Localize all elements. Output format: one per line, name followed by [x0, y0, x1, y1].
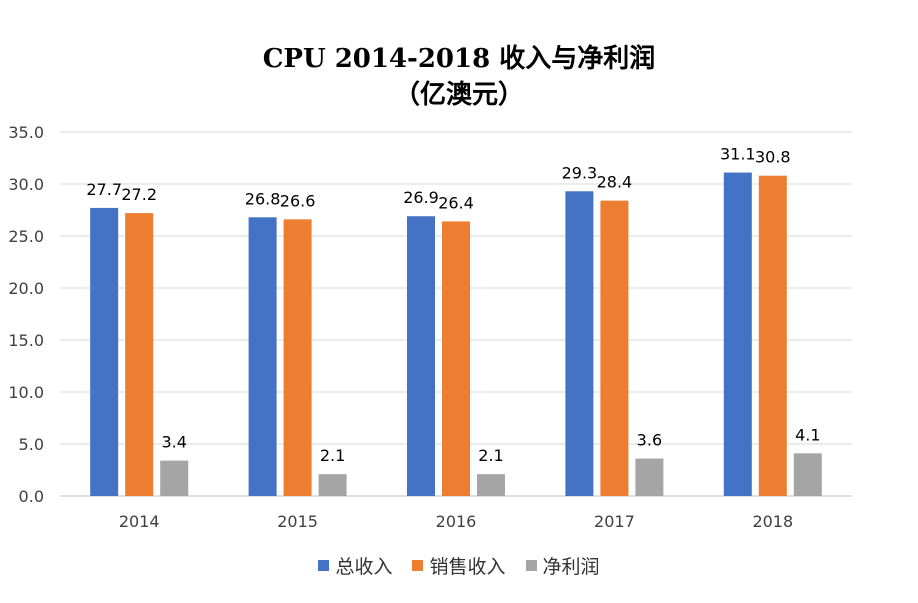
data-label: 26.4	[438, 193, 474, 212]
bar-2015-1	[283, 219, 312, 497]
y-tick-label: 25.0	[8, 227, 44, 246]
data-label: 2.1	[478, 446, 503, 465]
legend-item: 总收入	[318, 552, 392, 579]
data-label: 26.8	[245, 189, 281, 208]
bar-2017-1	[600, 200, 629, 496]
legend-label: 总收入	[335, 556, 393, 578]
chart-subtitle-unit: （亿澳元）	[393, 80, 524, 110]
legend-swatch	[318, 560, 330, 571]
bar-2017-0	[565, 191, 594, 496]
bar-2015-0	[248, 217, 277, 496]
bars	[90, 172, 822, 497]
legend-item: 净利润	[525, 552, 600, 579]
y-tick-label: 0.0	[19, 487, 44, 506]
bar-2017-2	[635, 458, 664, 496]
bar-2018-2	[793, 453, 822, 496]
bar-2014-0	[90, 207, 119, 497]
data-label: 26.6	[280, 191, 316, 210]
x-axis-ticks: 2014 2015 2016 2017 2018	[119, 512, 793, 531]
legend: 总收入 销售收入 净利润	[0, 552, 918, 579]
y-tick-label: 15.0	[8, 331, 44, 350]
bar-2018-0	[723, 172, 752, 496]
legend-swatch	[412, 560, 424, 571]
legend-label: 销售收入	[429, 556, 506, 578]
x-tick-label: 2018	[752, 512, 793, 531]
data-label: 4.1	[795, 425, 820, 444]
legend-item: 销售收入	[412, 552, 506, 579]
y-tick-label: 10.0	[8, 383, 44, 402]
y-tick-label: 20.0	[8, 279, 44, 298]
legend-label: 净利润	[542, 556, 600, 578]
bar-2018-1	[758, 175, 787, 496]
bar-2016-0	[407, 216, 435, 497]
legend-swatch	[525, 560, 537, 571]
bar-2014-1	[125, 213, 154, 496]
data-label: 3.6	[637, 431, 662, 450]
data-label: 3.4	[161, 433, 186, 452]
y-tick-label: 30.0	[8, 175, 44, 194]
y-tick-label: 5.0	[19, 435, 44, 454]
chart-title: CPU 2014-2018 收入与净利润	[262, 44, 656, 74]
bar-2016-2	[477, 474, 505, 496]
data-label: 28.4	[597, 173, 633, 192]
x-tick-label: 2017	[594, 512, 635, 531]
bar-2016-1	[442, 221, 470, 496]
x-tick-label: 2016	[436, 512, 477, 531]
data-label: 29.3	[562, 163, 598, 182]
data-label: 31.1	[720, 145, 756, 164]
data-label: 27.7	[86, 180, 122, 199]
data-label: 27.2	[121, 185, 157, 204]
x-tick-label: 2014	[119, 512, 160, 531]
data-label: 26.9	[403, 188, 439, 207]
y-axis-ticks: 0.0 5.0 10.0 15.0 20.0 25.0 30.0 35.0	[8, 123, 44, 506]
bar-2015-2	[318, 474, 347, 496]
data-label: 30.8	[755, 148, 791, 167]
bar-2014-2	[160, 460, 189, 496]
y-tick-label: 35.0	[8, 123, 44, 142]
data-labels: 27.7 27.2 3.4 26.8 26.6 2.1 26.9 26.4 2.1 29.3 28.…	[86, 145, 820, 466]
data-label: 2.1	[320, 446, 345, 465]
x-tick-label: 2015	[277, 512, 318, 531]
